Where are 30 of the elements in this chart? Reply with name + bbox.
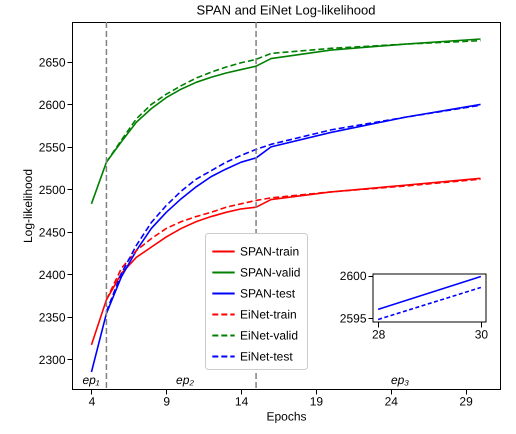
annotation: ep₁ [82,373,100,387]
x-tick-label: 28 [372,328,386,342]
x-tick-label: 30 [474,328,488,342]
legend-label: SPAN-test [240,286,296,300]
legend-label: SPAN-valid [240,266,300,280]
x-tick-label: 4 [88,394,96,408]
legend-label: EiNet-valid [240,328,298,342]
chart-title: SPAN and EiNet Log-likelihood [196,2,376,18]
y-tick-label: 2400 [38,268,66,282]
y-axis-title: Log-likelihood [20,168,35,244]
y-tick-label: 2600 [340,269,367,284]
y-tick-label: 2350 [38,310,66,324]
legend-label: EiNet-train [240,308,297,322]
x-tick-label: 14 [234,394,249,408]
y-tick-label: 2550 [38,140,66,154]
y-tick-label: 2450 [38,225,66,240]
x-tick-label: 19 [310,394,324,408]
x-tick-label: 9 [163,394,170,408]
y-tick-label: 2650 [38,55,66,70]
x-tick-label: 29 [459,394,474,408]
x-axis-title: Epochs [266,410,307,424]
y-tick-label: 2595 [340,311,367,326]
annotation: ep₃ [390,373,410,387]
legend-label: SPAN-train [240,244,300,258]
y-tick-label: 2600 [38,98,66,112]
legend-label: EiNet-test [240,350,294,364]
y-tick-label: 2300 [38,352,66,367]
x-tick-label: 24 [384,394,398,408]
annotation: ep₂ [176,373,194,387]
y-tick-label: 2500 [38,182,66,197]
